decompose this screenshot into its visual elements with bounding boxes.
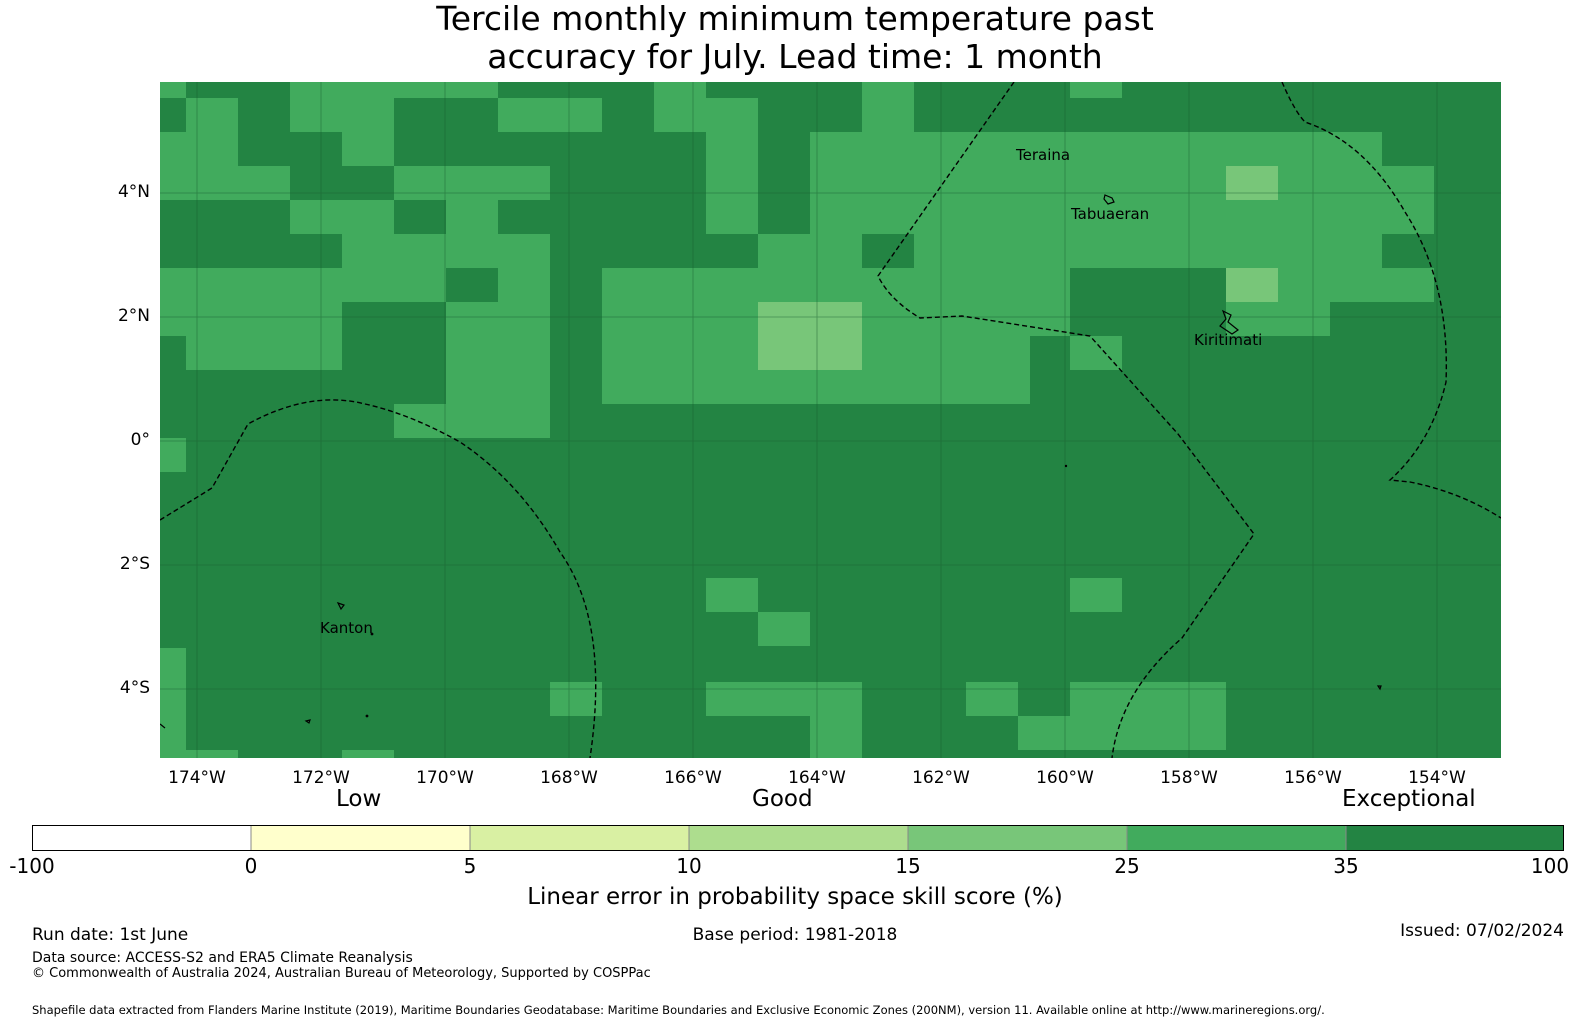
colorbar-tick: 35 xyxy=(1333,854,1359,878)
colorbar-segment xyxy=(251,825,470,851)
colorbar-segment xyxy=(1346,825,1564,851)
colorbar xyxy=(32,825,1564,851)
lon-label: 168°W xyxy=(540,768,598,788)
colorbar-tick: 15 xyxy=(895,854,921,878)
place-label-kiritimati: Kiritimati xyxy=(1194,331,1262,349)
run-date: Run date: 1st June xyxy=(32,925,189,945)
place-label-tabuaeran: Tabuaeran xyxy=(1070,205,1149,223)
title-line-1: Tercile monthly minimum temperature past xyxy=(436,0,1154,38)
kanton-island xyxy=(336,601,345,611)
skill-map: Teraina Tabuaeran Kiritimati Kanton xyxy=(160,82,1501,758)
place-labels: Teraina Tabuaeran Kiritimati Kanton xyxy=(320,146,1262,637)
colorbar-segment xyxy=(32,825,251,851)
place-label-kanton: Kanton xyxy=(320,619,373,637)
graticule xyxy=(160,82,1501,758)
shapefile-credit: Shapefile data extracted from Flanders M… xyxy=(32,1003,1325,1017)
colorbar-tick: 100 xyxy=(1530,854,1570,878)
tabuaeran-island xyxy=(1103,194,1115,205)
colorbar-tick: 10 xyxy=(676,854,702,878)
map-cells xyxy=(160,82,1501,758)
lat-label: 4°S xyxy=(119,678,150,698)
lon-label: 160°W xyxy=(1036,768,1094,788)
islands xyxy=(160,194,1382,729)
title-line-2: accuracy for July. Lead time: 1 month xyxy=(487,37,1103,76)
data-source: Data source: ACCESS-S2 and ERA5 Climate … xyxy=(32,950,413,966)
lon-label: 164°W xyxy=(788,768,846,788)
place-label-teraina: Teraina xyxy=(1015,146,1070,164)
cells-25-35 xyxy=(160,82,1434,758)
lat-label: 4°N xyxy=(117,182,150,202)
lon-label: 170°W xyxy=(416,768,474,788)
colorbar-tick: 0 xyxy=(244,854,258,878)
lon-label: 172°W xyxy=(292,768,350,788)
colorbar-segment xyxy=(1127,825,1346,851)
colorbar-qual-low: Low xyxy=(336,786,382,812)
colorbar-tick: 5 xyxy=(463,854,477,878)
lon-label: 154°W xyxy=(1408,768,1466,788)
lon-label: 162°W xyxy=(912,768,970,788)
kiritimati-island xyxy=(1219,309,1240,335)
colorbar-segment xyxy=(908,825,1127,851)
lon-label: 156°W xyxy=(1284,768,1342,788)
lat-label: 0° xyxy=(130,430,150,450)
copyright: © Commonwealth of Australia 2024, Austra… xyxy=(32,966,651,981)
eez-boundaries xyxy=(160,82,1501,758)
colorbar-qual-exceptional: Exceptional xyxy=(1342,786,1476,812)
issued-date: Issued: 07/02/2024 xyxy=(1400,921,1564,941)
colorbar-tick: -100 xyxy=(9,854,55,878)
colorbar-segment xyxy=(470,825,689,851)
base-period: Base period: 1981-2018 xyxy=(692,925,898,945)
lat-label: 2°N xyxy=(117,306,150,326)
colorbar-qual-good: Good xyxy=(752,786,813,812)
lon-label: 174°W xyxy=(168,768,226,788)
lon-label: 166°W xyxy=(664,768,722,788)
lat-label: 2°S xyxy=(119,554,150,574)
colorbar-label: Linear error in probability space skill … xyxy=(527,884,1063,910)
chart-title: Tercile monthly minimum temperature past… xyxy=(0,0,1590,76)
lon-label: 158°W xyxy=(1160,768,1218,788)
cells-15-25 xyxy=(758,166,1278,370)
colorbar-tick: 25 xyxy=(1114,854,1140,878)
colorbar-segment xyxy=(689,825,908,851)
